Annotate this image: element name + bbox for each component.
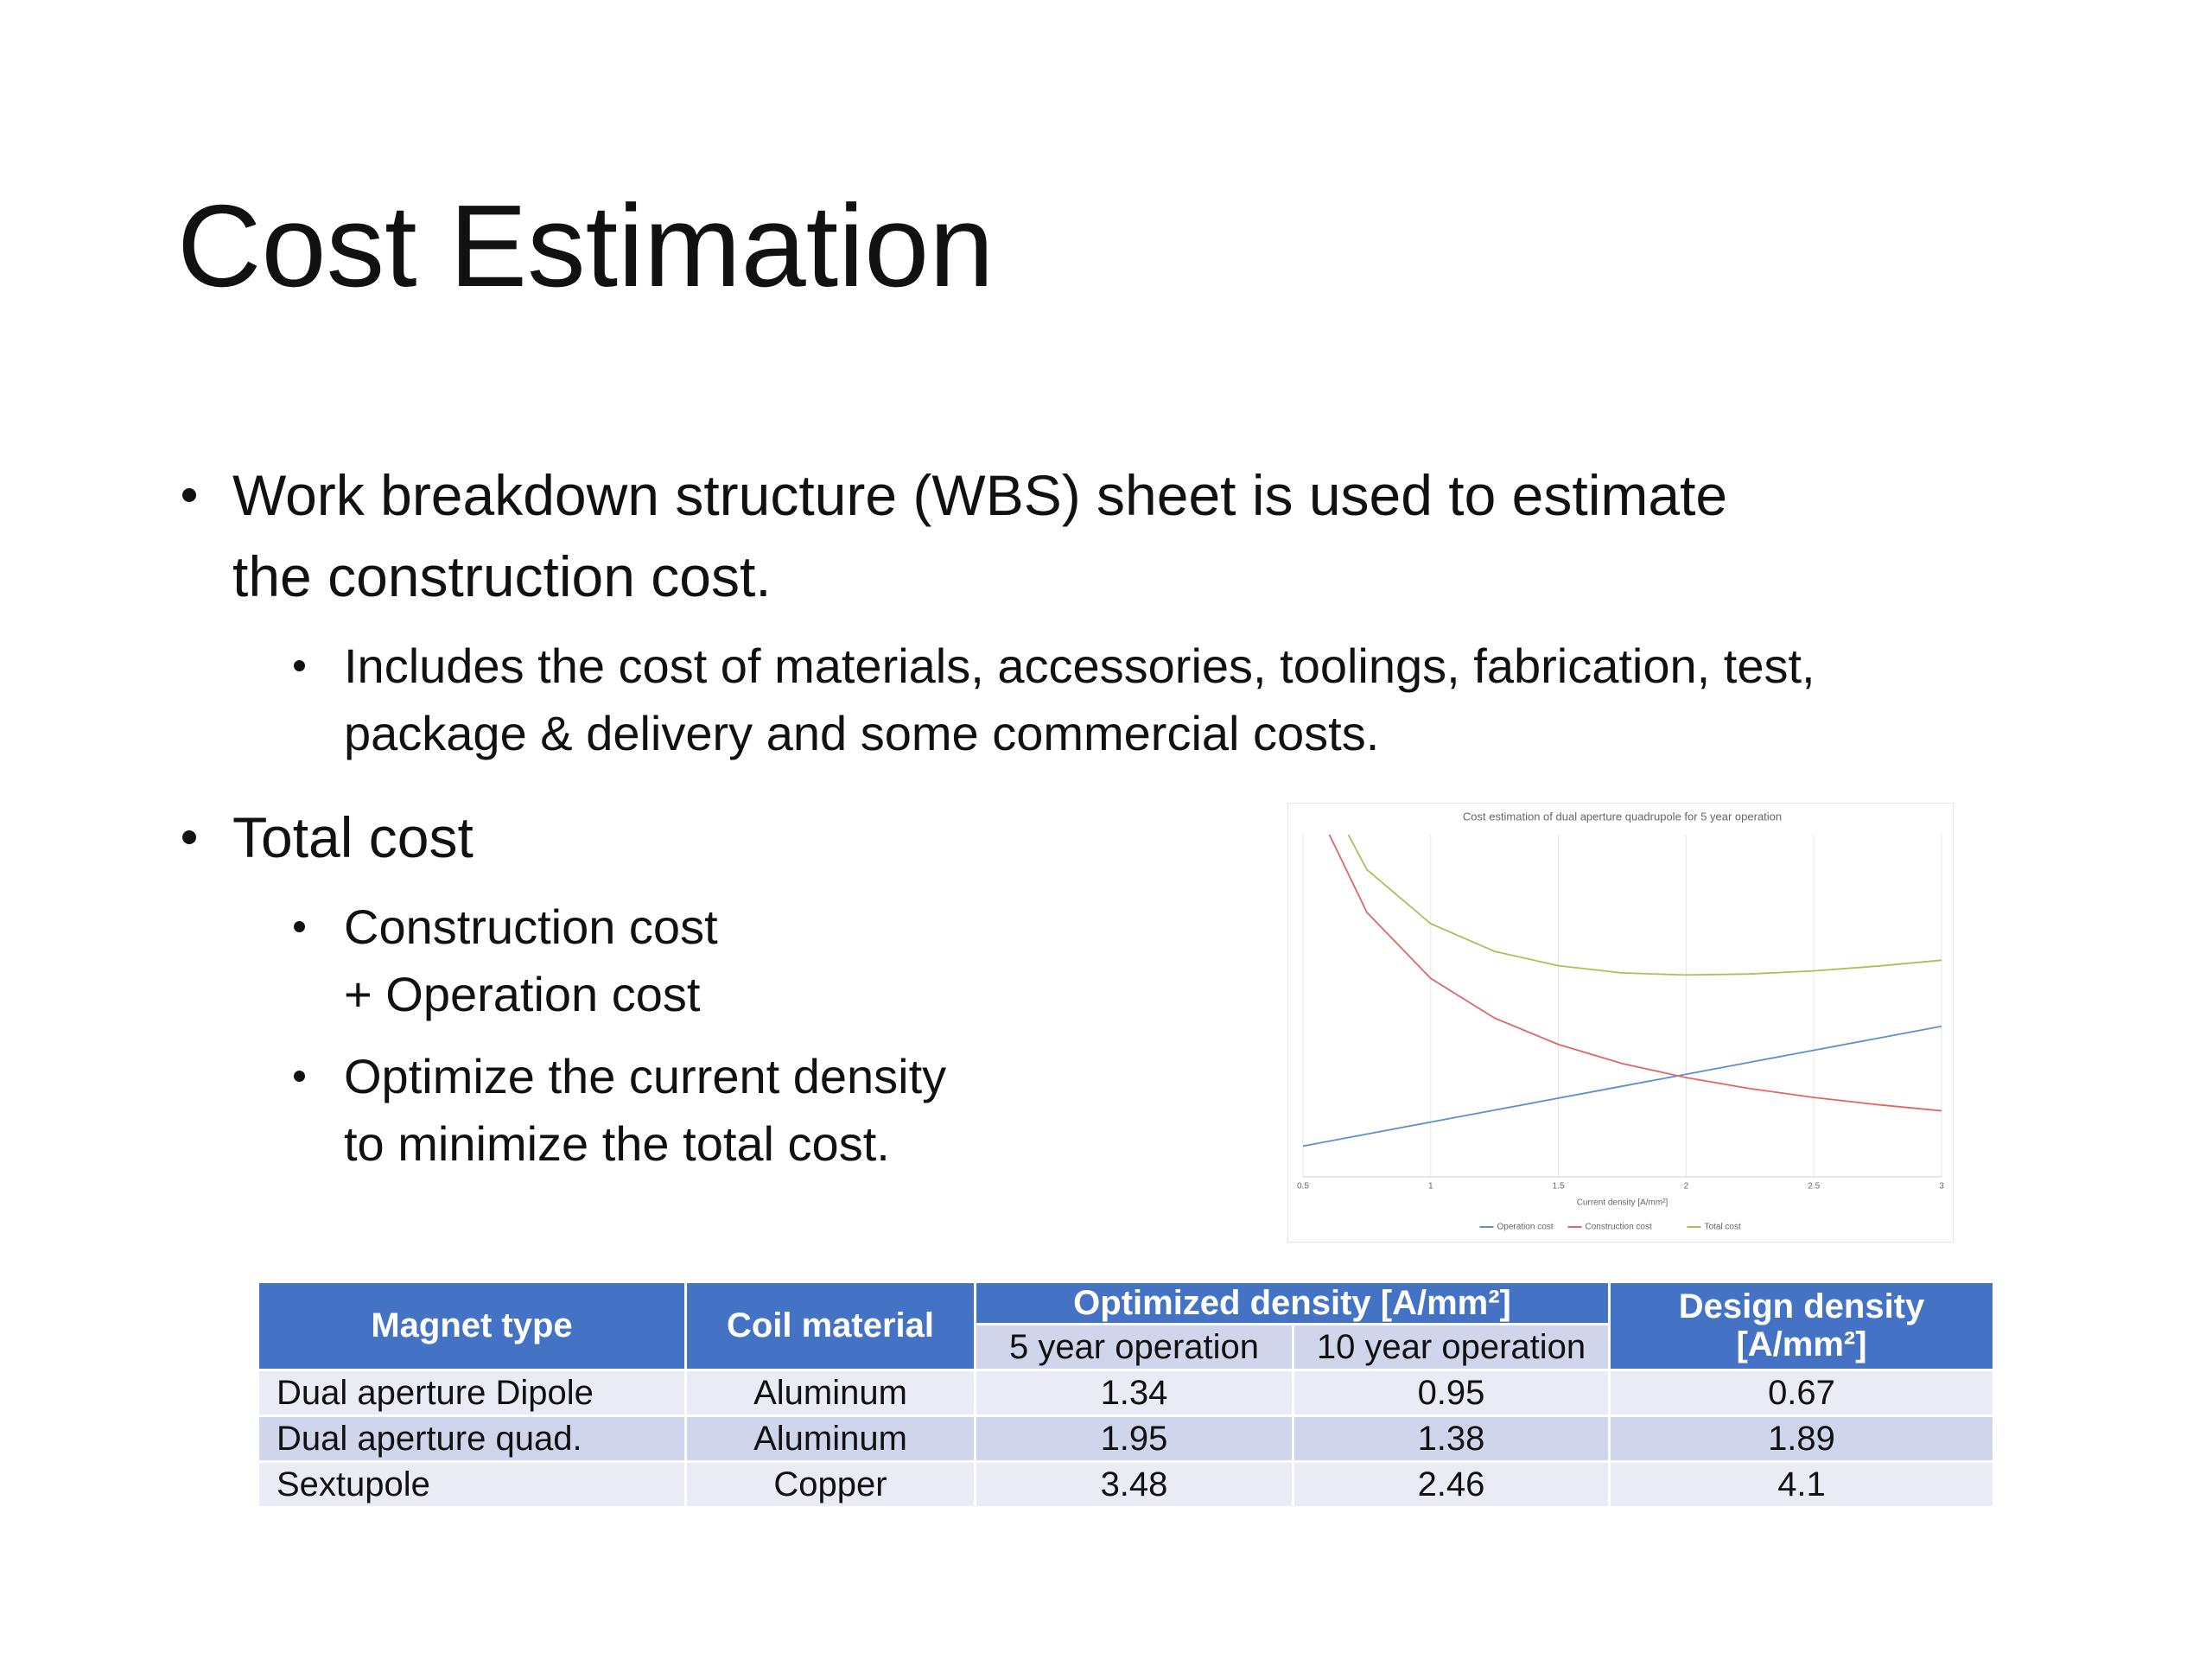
subheader-cell: 10 year operation <box>1292 1323 1611 1371</box>
table-cell: Aluminum <box>684 1414 976 1463</box>
bullet: Total cost <box>182 797 474 878</box>
bullet-line: package & delivery and some commercial c… <box>344 706 1380 760</box>
legend-label: Total cost <box>1705 1223 1741 1232</box>
bullet-line: + Operation cost <box>344 967 701 1021</box>
x-tick-label: 0.5 <box>1297 1182 1309 1192</box>
header-cell: Coil material <box>684 1281 976 1371</box>
header-cell: Optimized density [A/mm²] <box>974 1281 1611 1325</box>
header-text: Design density [A/mm²] <box>1678 1287 1925 1363</box>
sub-bullet: Construction cost + Operation cost <box>294 893 718 1028</box>
bullet-line: Includes the cost of materials, accessor… <box>344 639 1815 693</box>
table-row: Dual aperture quad. Aluminum 1.95 1.38 1.89 <box>257 1414 1995 1463</box>
bullet-line: Optimize the current density <box>344 1049 947 1103</box>
bullet-dot <box>182 830 196 844</box>
chart-title: Cost estimation of dual aperture quadrup… <box>1463 810 1782 823</box>
table-cell: Copper <box>684 1460 976 1509</box>
table-cell: 0.67 <box>1608 1369 1995 1417</box>
bullet-line: Work breakdown structure (WBS) sheet is … <box>232 463 1728 527</box>
x-axis-label: Current density [A/mm²] <box>1577 1198 1669 1208</box>
table-cell: 1.89 <box>1608 1414 1995 1463</box>
bullet-dot <box>182 488 196 502</box>
table-cell: 4.1 <box>1608 1460 1995 1509</box>
table-cell: 2.46 <box>1292 1460 1611 1509</box>
legend-label: Construction cost <box>1586 1223 1652 1232</box>
sub-bullet: Includes the cost of materials, accessor… <box>294 632 1815 767</box>
header-cell: Design density [A/mm²] <box>1608 1281 1995 1371</box>
table-cell: 0.95 <box>1292 1369 1611 1417</box>
bullet: Work breakdown structure (WBS) sheet is … <box>182 454 1728 617</box>
legend-label: Operation cost <box>1497 1223 1554 1232</box>
bullet-dot <box>294 1071 305 1082</box>
table-cell: Dual aperture quad. <box>257 1414 687 1463</box>
table-cell: Dual aperture Dipole <box>257 1369 687 1417</box>
table-cell: 1.38 <box>1292 1414 1611 1463</box>
table-cell: 3.48 <box>974 1460 1294 1509</box>
table-row: Dual aperture Dipole Aluminum 1.34 0.95 0.67 <box>257 1369 1995 1417</box>
line-series <box>1303 1025 1942 1147</box>
bullet-line: Construction cost <box>344 899 718 954</box>
x-tick-label: 1 <box>1428 1182 1433 1192</box>
header-cell: Magnet type <box>257 1281 687 1371</box>
bullet-dot <box>294 660 305 671</box>
table-row: Sextupole Copper 3.48 2.46 4.1 <box>257 1460 1995 1509</box>
table: Magnet type Coil material Optimized dens… <box>257 1281 1995 1509</box>
line-series <box>1328 835 1942 1112</box>
subheader-cell: 5 year operation <box>974 1323 1294 1371</box>
table-cell: Sextupole <box>257 1460 687 1509</box>
bullet-line: to minimize the total cost. <box>344 1116 890 1171</box>
x-tick-label: 2 <box>1684 1182 1689 1192</box>
table-cell: 1.34 <box>974 1369 1294 1417</box>
slide-title: Cost Estimation <box>177 181 995 311</box>
x-tick-label: 3 <box>1939 1182 1944 1192</box>
chart: Cost estimation of dual aperture quadrup… <box>1287 803 1954 1243</box>
sub-bullet: Optimize the current density to minimize … <box>294 1043 947 1178</box>
line-series <box>1347 835 1942 976</box>
table-cell: Aluminum <box>684 1369 976 1417</box>
x-tick-label: 1.5 <box>1553 1182 1565 1192</box>
table-cell: 1.95 <box>974 1414 1294 1463</box>
bullet-line: the construction cost. <box>232 544 772 608</box>
x-tick-label: 2.5 <box>1808 1182 1820 1192</box>
bullet-line: Total cost <box>232 805 474 869</box>
bullet-dot <box>294 921 305 932</box>
